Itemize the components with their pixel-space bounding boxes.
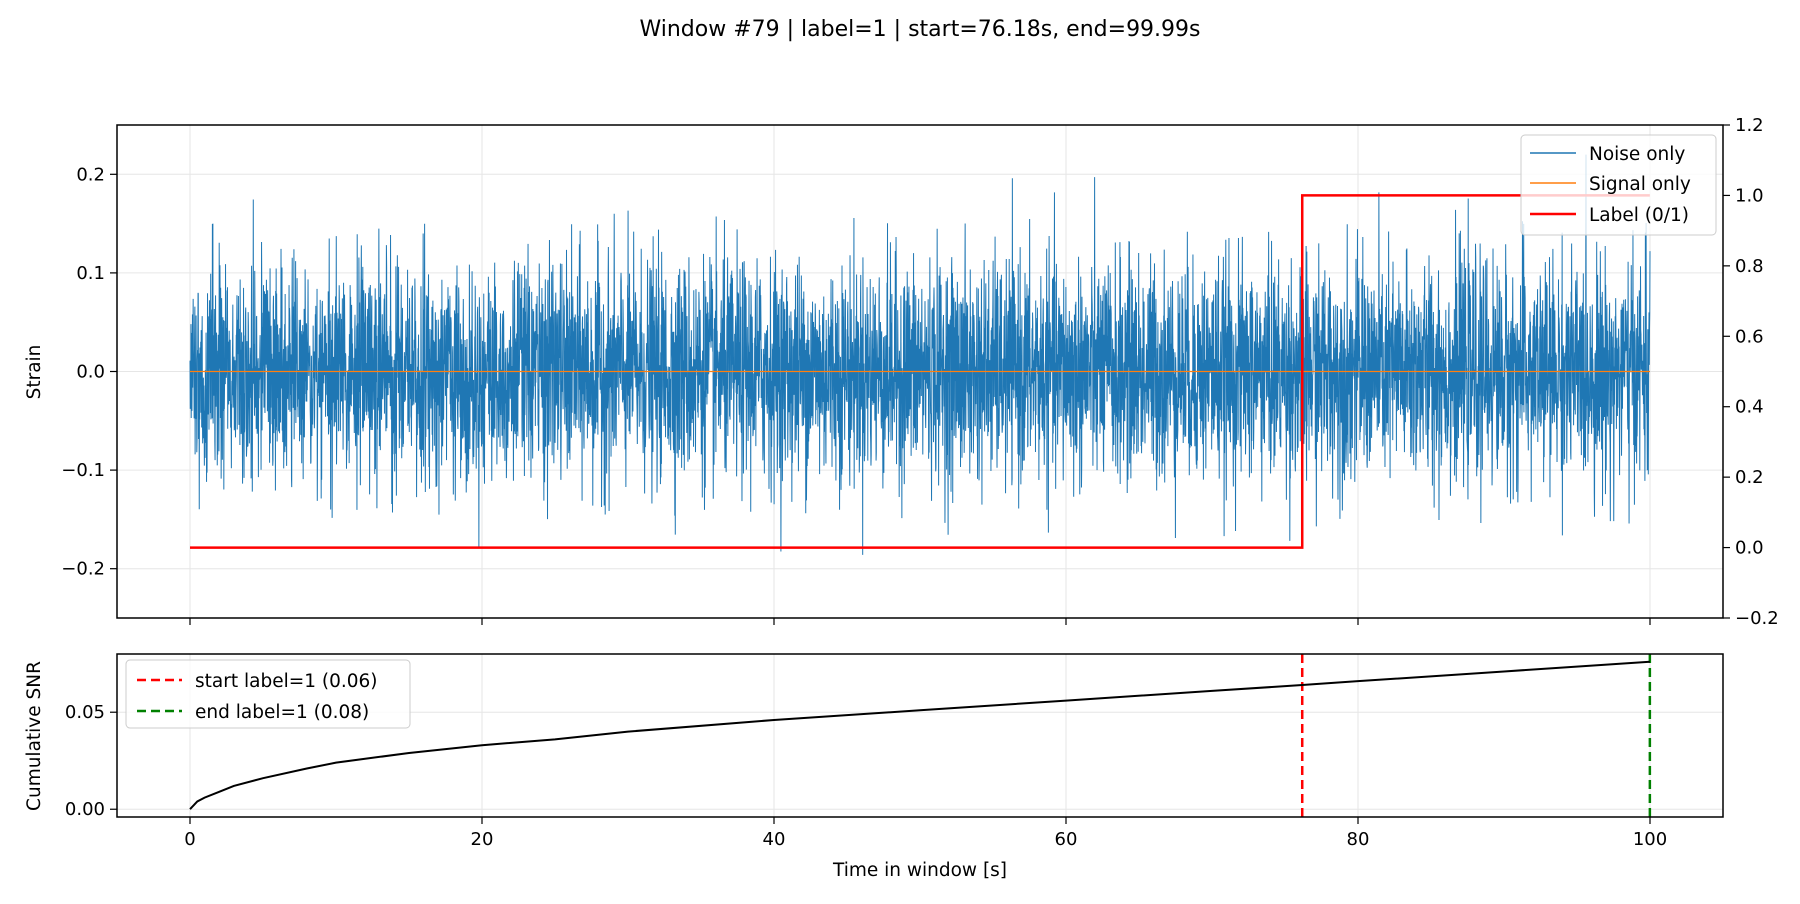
noise-only-series — [189, 154, 1651, 555]
top-legend-box — [1520, 134, 1717, 236]
top-y2-tick-label-6: 1.0 — [1735, 185, 1764, 206]
bottom-x-tick-label-3: 60 — [1055, 829, 1078, 850]
legend-label-noise: Noise only — [1589, 144, 1685, 165]
cumulative-snr-series — [189, 660, 1650, 810]
bottom-x-tick-label-1: 20 — [471, 829, 494, 850]
top-y2-tick-label-7: 1.2 — [1735, 115, 1764, 136]
top-y2-tick-label-0: −0.2 — [1735, 608, 1779, 629]
top-y2-tick-label-2: 0.2 — [1735, 467, 1764, 488]
figure-title: Window #79 | label=1 | start=76.18s, end… — [639, 17, 1200, 42]
bottom-x-tick-label-2: 40 — [763, 829, 786, 850]
bottom-x-tick-label-0: 0 — [184, 829, 195, 850]
bottom-x-tick-label-4: 80 — [1347, 829, 1370, 850]
top-y2-tick-label-4: 0.6 — [1735, 326, 1764, 347]
bottom-y-ticks: 0.00 0.05 — [65, 702, 117, 820]
top-y-ticks: −0.2 −0.1 0.0 0.1 0.2 — [61, 164, 117, 580]
bottom-y-tick-label-1: 0.05 — [65, 702, 105, 723]
bottom-panel: 0 20 40 60 80 100 0.00 0.05 Cumulative SNR Tim… — [24, 653, 1724, 881]
top-y-tick-label-4: 0.2 — [76, 164, 105, 185]
top-y-tick-label-1: −0.1 — [61, 460, 105, 481]
top-plot-area — [189, 154, 1651, 555]
top-x-ticks — [189, 618, 1651, 625]
top-y-tick-label-2: 0.0 — [76, 362, 105, 383]
top-panel: −0.2 −0.1 0.0 0.1 0.2 −0.2 0.0 0.2 0.4 0.6 0.8 1.0… — [24, 115, 1779, 629]
top-y-tick-label-0: −0.2 — [61, 559, 105, 580]
top-y-axis-label: Strain — [24, 345, 45, 400]
bottom-x-ticks: 0 20 40 60 80 100 — [184, 817, 1667, 850]
legend-label-end: end label=1 (0.08) — [195, 702, 369, 723]
x-axis-label: Time in window [s] — [832, 860, 1007, 881]
top-y2-tick-label-1: 0.0 — [1735, 538, 1764, 559]
bottom-legend: start label=1 (0.06) end label=1 (0.08) — [125, 659, 411, 729]
legend-label-signal: Signal only — [1589, 174, 1691, 195]
top-y-tick-label-3: 0.1 — [76, 263, 105, 284]
bottom-axes-frame — [116, 653, 1724, 818]
top-legend: Noise only Signal only Label (0/1) — [1520, 134, 1717, 236]
top-y2-ticks: −0.2 0.0 0.2 0.4 0.6 0.8 1.0 1.2 — [1723, 115, 1779, 629]
bottom-y-tick-label-0: 0.00 — [65, 799, 105, 820]
top-y2-tick-label-5: 0.8 — [1735, 256, 1764, 277]
legend-label-start: start label=1 (0.06) — [195, 671, 378, 692]
bottom-y-axis-label: Cumulative SNR — [24, 661, 45, 811]
bottom-legend-box — [125, 659, 411, 729]
label-series — [190, 194, 1650, 549]
bottom-x-tick-label-5: 100 — [1633, 829, 1667, 850]
bottom-plot-area — [189, 654, 1652, 817]
top-y2-tick-label-3: 0.4 — [1735, 397, 1764, 418]
legend-label-label: Label (0/1) — [1589, 205, 1689, 226]
